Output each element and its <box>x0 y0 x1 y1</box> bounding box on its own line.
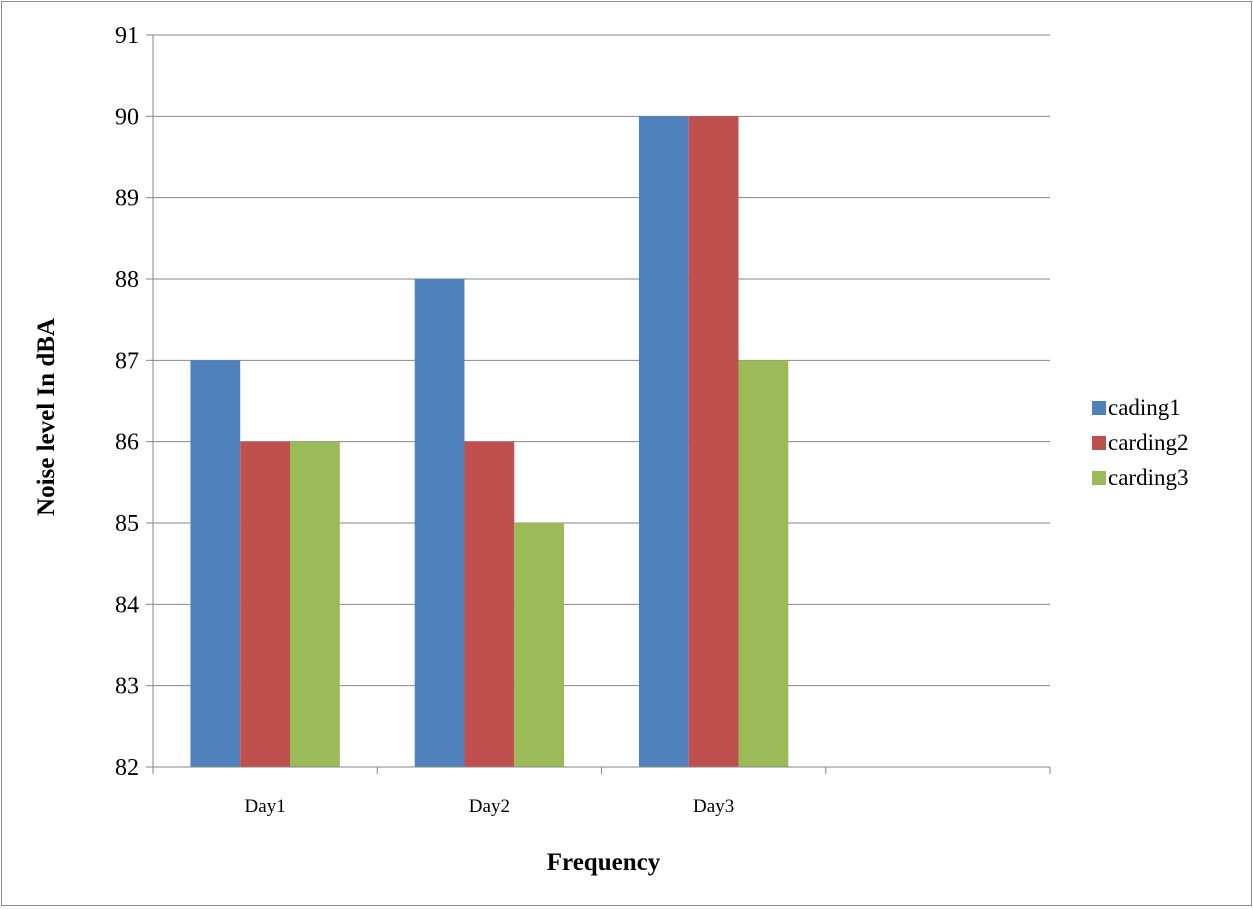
bar-cading1-Day3 <box>638 116 689 768</box>
bars <box>190 116 789 768</box>
x-category-label: Day1 <box>245 796 286 817</box>
y-tick-label: 90 <box>115 104 139 130</box>
y-tick-label: 91 <box>115 23 139 49</box>
legend-swatch-carding2 <box>1092 436 1106 450</box>
y-tick-label: 87 <box>115 348 139 374</box>
y-tick-label: 88 <box>115 267 139 293</box>
legend-label: cading1 <box>1108 395 1181 420</box>
axes: 82 83 84 85 86 87 88 89 90 91 Day1 Day2 Day3 <box>115 23 1051 817</box>
legend-label: carding2 <box>1108 430 1188 455</box>
x-axis-title: Frequency <box>547 849 661 876</box>
y-tick-label: 82 <box>115 755 139 781</box>
legend: cading1 carding2 carding3 <box>1092 395 1188 490</box>
y-tick-label: 83 <box>115 674 139 700</box>
bar-cading1-Day2 <box>414 279 465 767</box>
x-category-label: Day2 <box>469 796 510 817</box>
x-category-label: Day3 <box>693 796 734 817</box>
bar-carding2-Day2 <box>464 441 515 767</box>
y-tick-label: 86 <box>115 430 139 456</box>
bar-carding3-Day3 <box>738 360 789 767</box>
bar-carding2-Day3 <box>688 116 739 768</box>
y-tick-label: 84 <box>115 592 139 618</box>
y-axis-title: Noise level In dBA <box>33 318 60 516</box>
legend-label: carding3 <box>1108 465 1188 490</box>
bar-carding3-Day2 <box>514 523 565 767</box>
legend-swatch-carding3 <box>1092 471 1106 485</box>
y-tick-label: 85 <box>115 511 139 537</box>
bar-carding2-Day1 <box>240 441 291 767</box>
bar-carding3-Day1 <box>290 441 340 767</box>
bar-cading1-Day1 <box>190 360 241 767</box>
legend-swatch-cading1 <box>1092 401 1106 415</box>
y-tick-label: 89 <box>115 186 139 212</box>
